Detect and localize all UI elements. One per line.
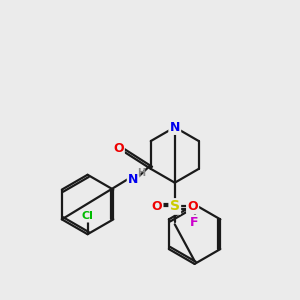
Text: H: H — [137, 168, 145, 178]
Text: O: O — [113, 142, 124, 154]
Text: F: F — [190, 216, 199, 229]
Text: O: O — [187, 200, 198, 213]
Text: O: O — [152, 200, 162, 213]
Text: Cl: Cl — [82, 212, 94, 221]
Text: N: N — [128, 173, 138, 186]
Text: N: N — [169, 121, 180, 134]
Text: S: S — [170, 200, 180, 214]
